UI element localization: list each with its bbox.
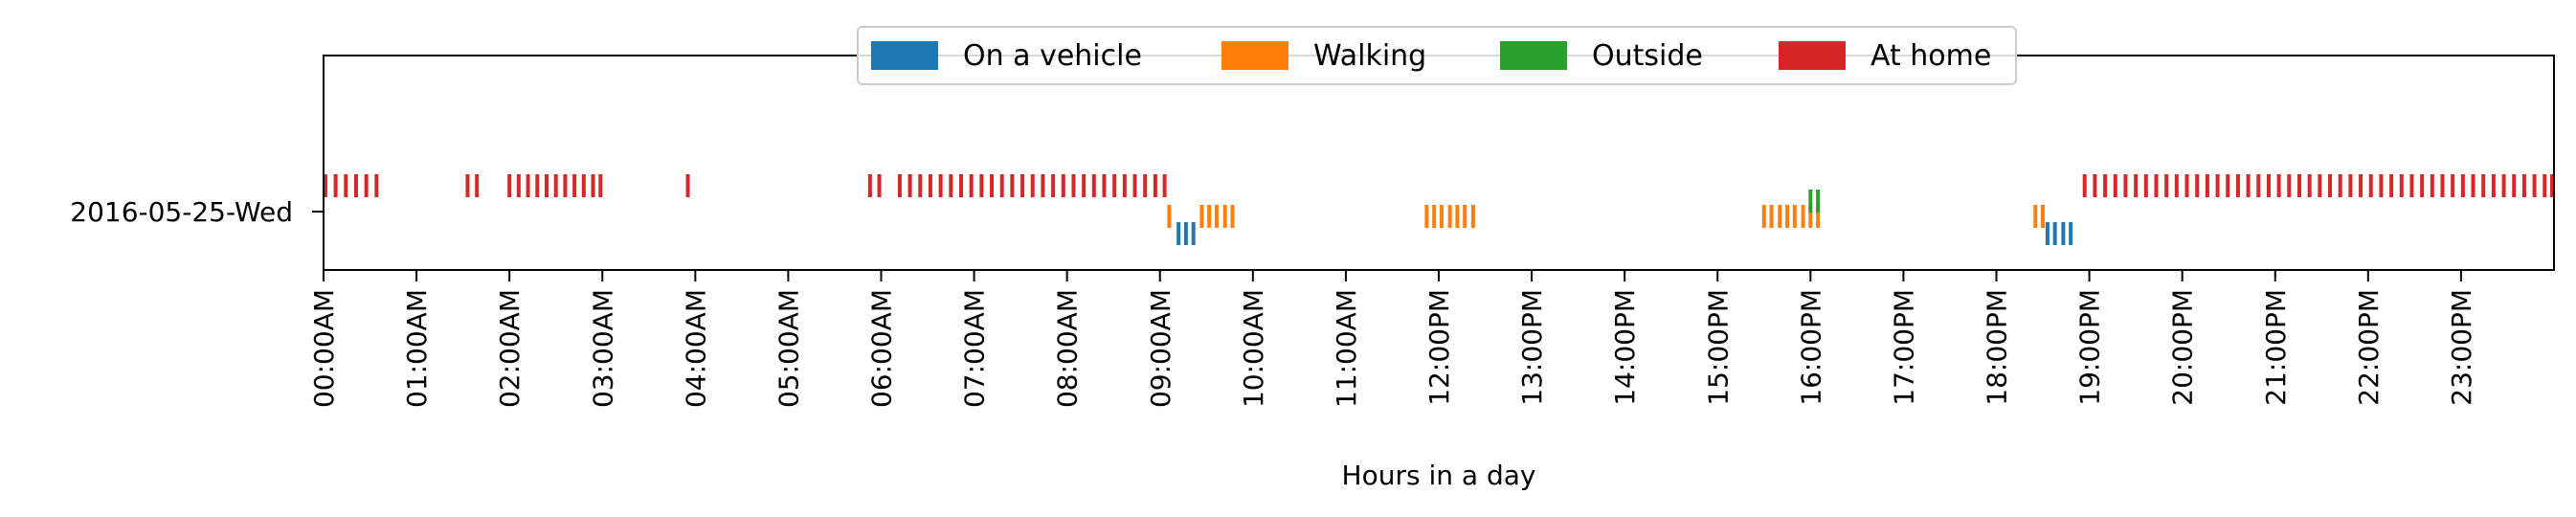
x-tick-label: 16:00PM — [1795, 289, 1826, 406]
y-tick-label: 2016-05-25-Wed — [70, 196, 293, 228]
x-tick-label: 17:00PM — [1888, 289, 1919, 406]
x-tick-label: 09:00AM — [1145, 289, 1176, 408]
legend-swatch — [1779, 41, 1846, 70]
x-tick-label: 03:00AM — [587, 289, 618, 408]
plot-frame — [323, 55, 2555, 271]
x-tick-label: 15:00PM — [1702, 289, 1734, 406]
x-tick-label: 13:00PM — [1516, 289, 1548, 406]
x-tick-label: 08:00AM — [1052, 289, 1084, 408]
x-tick-label: 00:00AM — [308, 289, 340, 408]
x-axis-title: Hours in a day — [1342, 460, 1536, 491]
legend-swatch — [1221, 41, 1288, 70]
x-tick-label: 02:00AM — [494, 289, 526, 408]
legend-frame — [857, 26, 2017, 85]
legend-label: On a vehicle — [963, 39, 1142, 73]
legend: On a vehicle Walking Outside At home — [857, 26, 2017, 85]
y-axis: 2016-05-25-Wed — [70, 196, 324, 228]
x-tick-label: 07:00AM — [959, 289, 991, 408]
legend-swatch — [871, 41, 938, 70]
x-tick-label: 19:00PM — [2074, 289, 2106, 406]
legend-swatch — [1500, 41, 1567, 70]
legend-label: Outside — [1592, 39, 1703, 73]
x-tick-label: 20:00PM — [2167, 289, 2199, 406]
x-tick-label: 12:00PM — [1423, 289, 1455, 406]
x-tick-label: 11:00AM — [1331, 289, 1362, 408]
x-tick-label: 21:00PM — [2260, 289, 2292, 406]
x-tick-label: 06:00AM — [866, 289, 898, 408]
x-axis-ticks: 00:00AM 01:00AM 02:00AM 03:00AM 04:00AM 05:00… — [308, 270, 2477, 408]
x-tick-label: 18:00PM — [1982, 289, 2013, 406]
x-tick-label: 04:00AM — [680, 289, 711, 408]
x-tick-label: 22:00PM — [2353, 289, 2385, 406]
x-tick-label: 14:00PM — [1609, 289, 1641, 406]
event-marks — [323, 174, 2555, 245]
legend-label: At home — [1870, 39, 1991, 73]
x-tick-label: 05:00AM — [773, 289, 804, 408]
x-tick-label: 01:00AM — [401, 289, 433, 408]
x-tick-label: 10:00AM — [1238, 289, 1269, 408]
legend-label: Walking — [1313, 39, 1426, 73]
x-tick-label: 23:00PM — [2446, 289, 2477, 406]
